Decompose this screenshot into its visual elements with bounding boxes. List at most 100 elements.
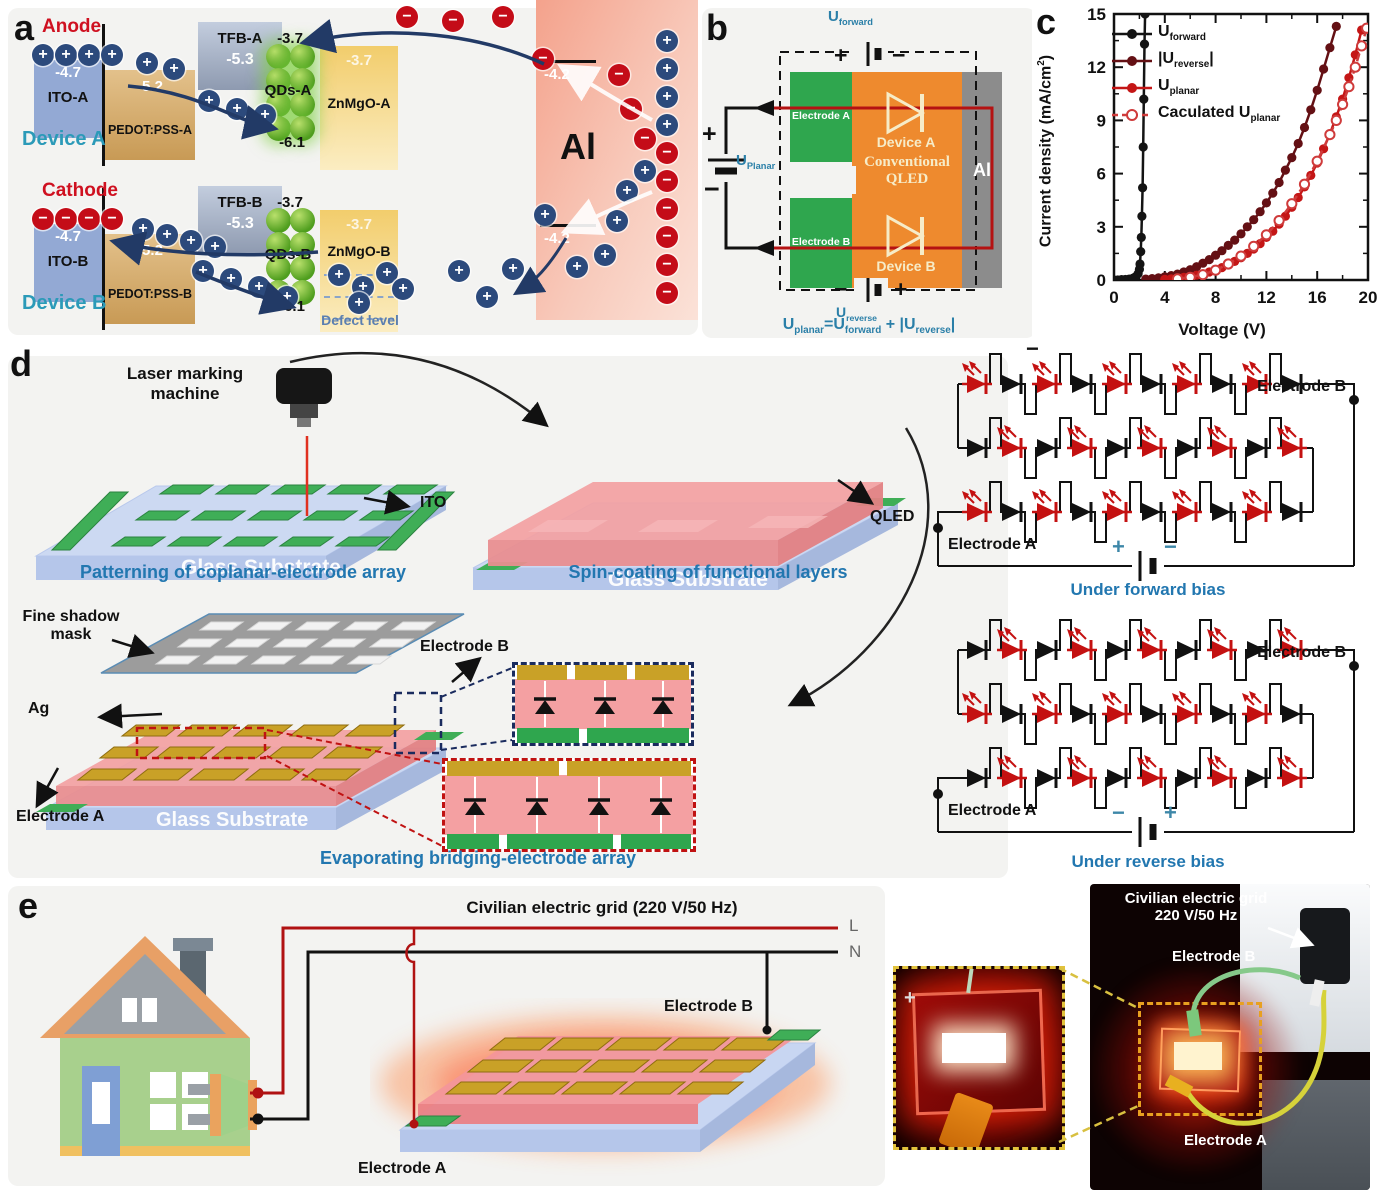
forward-caption: Under forward bias (1070, 580, 1226, 599)
hole-icon: + (204, 236, 226, 258)
emitting-area (1174, 1042, 1222, 1070)
grid-title: Civilian electric grid (220 V/50 Hz) (466, 898, 738, 917)
tfb-b-level: -5.3 (226, 215, 254, 232)
photo-electrode-a: Electrode A (1184, 1132, 1267, 1149)
panel-a-tag: a (14, 7, 35, 48)
electron-icon: − (608, 64, 630, 86)
legend-entry: Uforward (1112, 20, 1280, 47)
electrode-a-label: Electrode A (792, 110, 850, 122)
battery-plus: + (1164, 800, 1177, 825)
electron-icon: − (620, 98, 642, 120)
hole-icon: + (566, 256, 588, 278)
x-axis-label: Voltage (V) (1178, 320, 1266, 339)
hole-icon: + (180, 230, 202, 252)
legend-marker (1112, 55, 1152, 66)
inset-cross-section (445, 761, 693, 849)
legend-label: Uforward (1158, 23, 1206, 44)
battery-minus: − (1112, 800, 1125, 825)
ito-a-name: ITO-A (47, 89, 89, 106)
svg-text:3: 3 (1097, 218, 1106, 237)
legend-label: |Ureverse| (1158, 50, 1214, 71)
qds-b-name: QDs-B (264, 246, 312, 263)
electrode-b-label: Electrode B (664, 998, 753, 1015)
svg-text:12: 12 (1087, 58, 1106, 77)
panel-d-tag: d (10, 343, 32, 384)
hole-icon: + (32, 44, 54, 66)
al-bar-label: Al (973, 160, 991, 180)
laser-tip (297, 418, 311, 427)
qds-b-top-level: -3.7 (277, 194, 303, 211)
emitting-area (942, 1033, 1006, 1063)
quantum-dot-icon (290, 116, 315, 141)
hole-icon: + (376, 262, 398, 284)
al-label: Al (560, 126, 596, 167)
legend-label: Uplanar (1158, 77, 1200, 98)
quantum-dot-icon (290, 256, 315, 281)
hole-icon: + (198, 90, 220, 112)
laser-nozzle (290, 404, 318, 418)
electron-icon: − (101, 208, 123, 230)
device-b-diode-label: Device B (876, 258, 936, 274)
legend-marker (1112, 108, 1152, 121)
ito-a-level: -4.7 (55, 64, 81, 81)
hole-icon: + (226, 98, 248, 120)
plus-left: + (702, 120, 717, 148)
hole-icon: + (248, 276, 270, 298)
legend-entry: |Ureverse| (1112, 47, 1280, 74)
pedot-a-box: -5.2 PEDOT:PSS-A (105, 70, 195, 160)
hole-icon: + (448, 260, 470, 282)
chart-legend: Uforward |Ureverse| Uplanar Caculated Uplan… (1112, 20, 1280, 128)
electron-icon: − (396, 6, 418, 28)
ito-b-name: ITO-B (47, 253, 89, 270)
legend-entry: Caculated Uplanar (1112, 101, 1280, 128)
device-a-label: Device A (22, 128, 106, 150)
anode-label: Anode (42, 16, 102, 37)
highlight-dashed-box (1138, 1002, 1262, 1116)
svg-text:6: 6 (1097, 165, 1106, 184)
legend-marker (1112, 28, 1152, 39)
hole-icon: + (276, 286, 298, 308)
hole-icon: + (101, 44, 123, 66)
hole-icon: + (502, 258, 524, 280)
electron-icon: − (656, 226, 678, 248)
electrode-a-label: Electrode A (948, 536, 1037, 553)
legend-marker (1112, 82, 1152, 93)
qds-a-name: QDs-A (264, 82, 312, 99)
glass-substrate-label: Glass Substrate (156, 809, 308, 831)
electrode-b-block (790, 198, 852, 288)
plug-icon (188, 1074, 264, 1136)
quantum-dot-icon (290, 208, 315, 233)
panel-b: Uforward + − + − UPlanar − + Ureverse Up… (702, 8, 1036, 338)
hole-icon: + (220, 268, 242, 290)
minus-left: − (704, 174, 720, 204)
svg-text:20: 20 (1359, 288, 1378, 307)
reverse-caption: Under reverse bias (1071, 852, 1225, 871)
glass-substrate-label: Glass Substrate (181, 556, 341, 579)
photo-wires (1164, 926, 1327, 1126)
battery-plus: + (1112, 534, 1125, 559)
hole-icon: + (616, 180, 638, 202)
hole-icon: + (132, 218, 154, 240)
legend-entry: Uplanar (1112, 74, 1280, 101)
hole-icon: + (656, 30, 678, 52)
electron-icon: − (78, 208, 100, 230)
electron-icon: − (532, 48, 554, 70)
device-b-label: Device B (22, 292, 107, 314)
gap-notch (784, 166, 856, 194)
glass-substrate-label: Glass Substrate (608, 568, 768, 591)
hole-icon: + (476, 286, 498, 308)
reverse-bias-circuit: Electrode B Electrode A − + Under revers… (918, 618, 1378, 880)
step1-illustration: Glass Substrate (34, 436, 456, 580)
fine-shadow-mask-label: Fine shadow mask (22, 608, 120, 643)
electron-icon: − (656, 254, 678, 276)
qds-a-top-level: -3.7 (277, 30, 303, 47)
bridging-inset-red (442, 758, 696, 852)
hole-icon: + (156, 224, 178, 246)
hole-icon: + (78, 44, 100, 66)
laser-head (276, 368, 332, 404)
bridging-inset-navy (512, 662, 694, 746)
electron-icon: − (32, 208, 54, 230)
znmgo-b-level: -3.7 (346, 216, 372, 233)
al-level-line-a (540, 60, 596, 63)
hole-icon: + (634, 160, 656, 182)
